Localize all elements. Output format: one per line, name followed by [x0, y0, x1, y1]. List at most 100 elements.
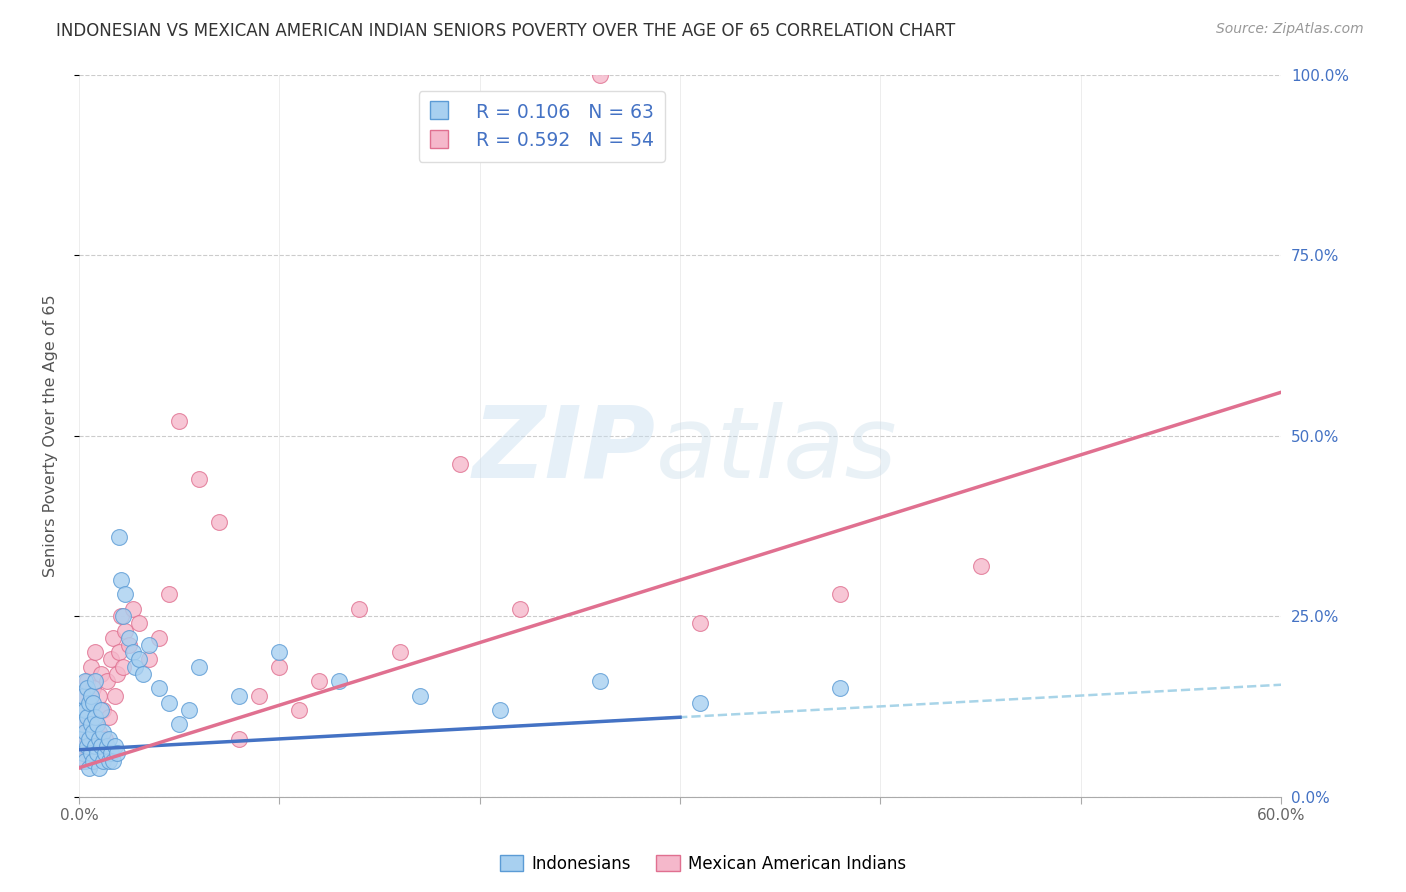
Point: [73, 703, 96, 717]
Point: [179, 703, 201, 717]
Point: [110, 573, 132, 587]
Point: [82, 696, 104, 710]
Point: [228, 689, 250, 703]
Point: [84, 645, 107, 659]
Point: [98, 754, 121, 768]
Point: [76, 724, 98, 739]
Point: [110, 609, 132, 624]
Point: [132, 667, 155, 681]
Point: [86, 717, 108, 731]
Point: [157, 696, 180, 710]
Point: [122, 602, 145, 616]
Point: [84, 710, 107, 724]
Point: [269, 645, 291, 659]
Point: [108, 645, 131, 659]
Point: [114, 624, 136, 638]
Point: [91, 703, 114, 717]
Point: [449, 458, 471, 472]
Point: [308, 674, 330, 689]
Point: [73, 739, 96, 753]
Point: [148, 681, 170, 696]
Point: [86, 747, 108, 761]
Point: [94, 731, 117, 746]
Point: [118, 638, 141, 652]
Point: [77, 761, 100, 775]
Point: [77, 710, 100, 724]
Point: [72, 689, 94, 703]
Text: ZIP: ZIP: [472, 401, 657, 499]
Point: [86, 739, 108, 753]
Point: [112, 659, 135, 673]
Point: [91, 754, 114, 768]
Point: [82, 731, 104, 746]
Point: [72, 731, 94, 746]
Point: [288, 703, 311, 717]
Point: [94, 747, 117, 761]
Point: [128, 652, 150, 666]
Point: [70, 717, 93, 731]
Point: [100, 747, 122, 761]
Point: [80, 689, 103, 703]
Point: [80, 717, 103, 731]
Point: [90, 667, 112, 681]
Point: [269, 659, 291, 673]
Point: [408, 689, 430, 703]
Point: [328, 674, 350, 689]
Point: [138, 652, 160, 666]
Point: [84, 717, 107, 731]
Point: [118, 631, 141, 645]
Point: [76, 681, 98, 696]
Point: [70, 731, 93, 746]
Point: [91, 724, 114, 739]
Point: [77, 696, 100, 710]
Point: [77, 747, 100, 761]
Point: [105, 747, 128, 761]
Point: [70, 754, 93, 768]
Point: [96, 674, 118, 689]
Point: [689, 696, 711, 710]
Point: [84, 739, 107, 753]
Point: [228, 731, 250, 746]
Point: [124, 659, 146, 673]
Point: [98, 710, 121, 724]
Point: [100, 652, 122, 666]
Point: [488, 703, 510, 717]
Point: [90, 739, 112, 753]
Text: Source: ZipAtlas.com: Source: ZipAtlas.com: [1216, 22, 1364, 37]
Point: [138, 638, 160, 652]
Point: [73, 724, 96, 739]
Point: [108, 530, 131, 544]
Point: [114, 587, 136, 601]
Point: [101, 754, 124, 768]
Point: [208, 515, 231, 529]
Text: INDONESIAN VS MEXICAN AMERICAN INDIAN SENIORS POVERTY OVER THE AGE OF 65 CORRELA: INDONESIAN VS MEXICAN AMERICAN INDIAN SE…: [56, 22, 956, 40]
Point: [82, 754, 104, 768]
Point: [87, 761, 110, 775]
Point: [87, 689, 110, 703]
Point: [188, 659, 211, 673]
Point: [969, 558, 991, 573]
Point: [689, 616, 711, 631]
Point: [90, 703, 112, 717]
Point: [87, 724, 110, 739]
Point: [101, 631, 124, 645]
Point: [122, 645, 145, 659]
Point: [148, 631, 170, 645]
Point: [167, 414, 190, 428]
Point: [830, 681, 852, 696]
Point: [80, 747, 103, 761]
Point: [388, 645, 411, 659]
Legend:   R = 0.106   N = 63,   R = 0.592   N = 54: R = 0.106 N = 63, R = 0.592 N = 54: [419, 91, 665, 161]
Point: [84, 674, 107, 689]
Point: [80, 696, 103, 710]
Point: [87, 731, 110, 746]
Point: [98, 731, 121, 746]
Point: [77, 731, 100, 746]
Point: [509, 602, 531, 616]
Point: [82, 724, 104, 739]
Point: [112, 609, 135, 624]
Point: [80, 659, 103, 673]
Point: [128, 616, 150, 631]
Point: [247, 689, 270, 703]
Text: atlas: atlas: [657, 401, 897, 499]
